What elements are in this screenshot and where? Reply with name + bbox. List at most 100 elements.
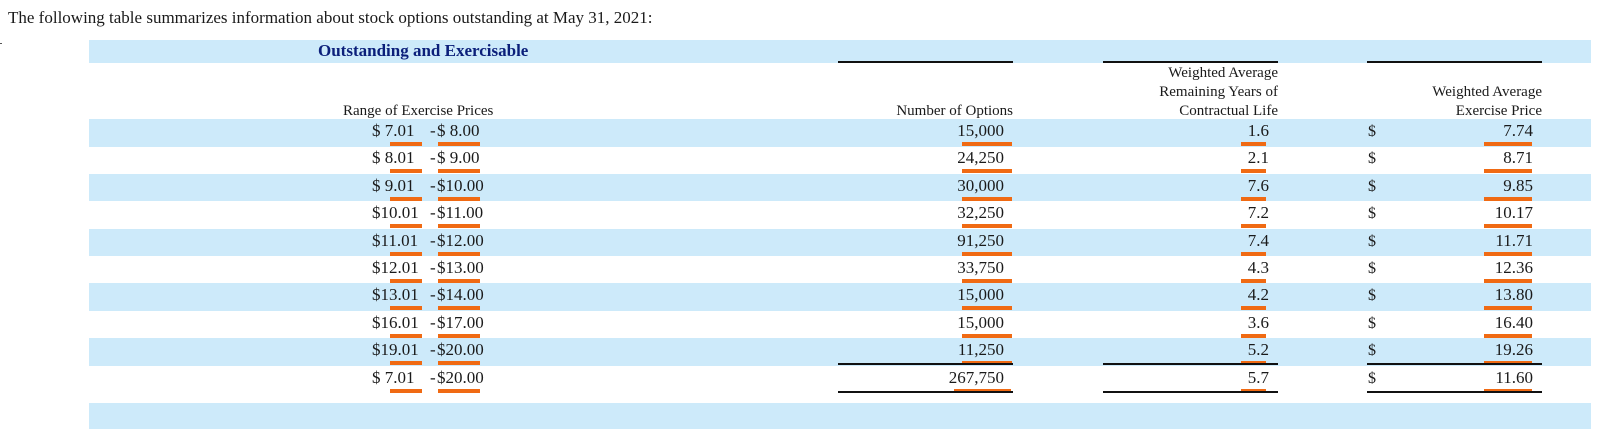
table-row: $16.01- $17.00 15,000 3.6 $16.40: [89, 311, 1591, 339]
highlight-price: [1484, 142, 1532, 146]
highlight-range-low: [390, 333, 422, 338]
range-low: $11.01: [372, 230, 419, 250]
highlight-range-low: [390, 279, 422, 283]
table-row: $11.01- $12.00 91,250 7.4 $11.71: [89, 228, 1591, 257]
option-count: 33,750: [957, 258, 1004, 277]
highlight-range-high: [438, 251, 480, 256]
range-high: $10.00: [437, 175, 484, 195]
exercise-price: 11.71: [1495, 230, 1533, 250]
subtotal-rule-life: [1103, 362, 1278, 365]
option-count: 32,250: [957, 203, 1004, 223]
highlight-range-high: [438, 388, 480, 393]
remaining-life: 2.1: [1247, 148, 1269, 168]
highlight-range-low: [390, 169, 422, 174]
table-row: $12.01- $13.00 33,750 4.3 $12.36: [89, 256, 1591, 284]
highlight-price: [1484, 333, 1532, 338]
range-dash: -: [430, 203, 436, 223]
intro-text: The following table summarizes informati…: [8, 8, 653, 27]
highlight-price: [1484, 169, 1532, 174]
range-high: $20.00: [437, 340, 484, 360]
range-high: $13.00: [437, 258, 484, 277]
header-rule-options: [838, 61, 1013, 63]
highlight-options: [954, 388, 1011, 393]
header-price-line2: Exercise Price: [1455, 103, 1542, 119]
remaining-life: 4.2: [1247, 285, 1269, 305]
range-low: $16.01: [372, 312, 419, 332]
currency-symbol: $: [1368, 260, 1376, 277]
option-count: 267,750: [948, 367, 1004, 387]
option-count: 15,000: [957, 285, 1004, 305]
range-high: $17.00: [437, 312, 484, 332]
highlight-range-low: [390, 306, 422, 311]
exercise-price: 16.40: [1494, 312, 1533, 332]
footer-band: [89, 403, 1591, 429]
range-dash: -: [430, 312, 436, 332]
range-dash: -: [430, 148, 436, 168]
highlight-range-low: [390, 142, 422, 146]
option-count: 91,250: [957, 230, 1004, 250]
currency-symbol: $: [1368, 177, 1376, 195]
range-high: $12.00: [437, 230, 484, 250]
highlight-range-low: [390, 388, 422, 393]
remaining-life: 5.7: [1247, 367, 1269, 387]
range-dash: -: [430, 121, 436, 140]
highlight-options: [962, 251, 1012, 256]
range-high: $ 9.00: [437, 148, 480, 168]
highlight-life: [1241, 306, 1266, 311]
option-count: 11,250: [957, 340, 1004, 360]
exercise-price: 7.74: [1503, 121, 1533, 140]
highlight-range-high: [438, 279, 480, 283]
table-row: $13.01- $14.00 15,000 4.2 $13.80: [89, 283, 1591, 311]
highlight-range-low: [390, 224, 422, 229]
highlight-price: [1484, 306, 1532, 311]
range-dash: -: [430, 285, 436, 305]
highlight-range-low: [390, 251, 422, 256]
highlight-range-high: [438, 306, 480, 311]
range-low: $12.01: [372, 258, 419, 277]
range-low: $19.01: [372, 340, 419, 360]
range-dash: -: [430, 340, 436, 360]
table-row: $ 9.01- $10.00 30,000 7.6 $9.85: [89, 173, 1591, 202]
exercise-price: 9.85: [1503, 175, 1533, 195]
highlight-options: [962, 224, 1012, 229]
range-dash: -: [430, 230, 436, 250]
subtotal-rule-price: [1367, 362, 1542, 365]
option-count: 15,000: [957, 312, 1004, 332]
highlight-options: [962, 196, 1012, 201]
table-row: $10.01- $11.00 32,250 7.2 $10.17: [89, 201, 1591, 229]
highlight-life: [1241, 279, 1266, 283]
exercise-price: 11.60: [1495, 367, 1533, 387]
range-dash: -: [430, 175, 436, 195]
range-high: $20.00: [437, 367, 484, 387]
currency-symbol: $: [1368, 287, 1376, 305]
currency-symbol: $: [1368, 123, 1376, 140]
table-row: $ 8.01- $ 9.00 24,250 2.1 $8.71: [89, 146, 1591, 174]
option-count: 15,000: [957, 121, 1004, 140]
range-low: $ 7.01: [372, 121, 415, 140]
highlight-life: [1241, 142, 1266, 146]
option-count: 24,250: [957, 148, 1004, 168]
highlight-life: [1241, 388, 1266, 393]
highlight-price: [1484, 196, 1532, 201]
remaining-life: 1.6: [1247, 121, 1269, 140]
remaining-life: 3.6: [1247, 312, 1269, 332]
highlight-options: [962, 306, 1012, 311]
highlight-range-low: [390, 196, 422, 201]
option-count: 30,000: [957, 175, 1004, 195]
remaining-life: 7.2: [1247, 203, 1269, 223]
highlight-options: [962, 142, 1012, 146]
total-row: $ 7.01- $20.00 267,750 5.7 $11.60: [89, 366, 1591, 394]
header-life-line2: Remaining Years of: [1159, 84, 1278, 100]
exercise-price: 12.36: [1494, 258, 1533, 277]
subtotal-rule-options: [838, 362, 1013, 365]
highlight-options: [962, 279, 1012, 283]
remaining-life: 7.4: [1247, 230, 1269, 250]
range-low: $13.01: [372, 285, 419, 305]
exercise-price: 10.17: [1494, 203, 1533, 223]
highlight-range-high: [438, 224, 480, 229]
header-life-line3: Contractual Life: [1179, 103, 1278, 119]
exercise-price: 8.71: [1503, 148, 1533, 168]
remaining-life: 7.6: [1247, 175, 1269, 195]
highlight-options: [962, 169, 1012, 174]
total-rule-life: [1103, 391, 1278, 393]
